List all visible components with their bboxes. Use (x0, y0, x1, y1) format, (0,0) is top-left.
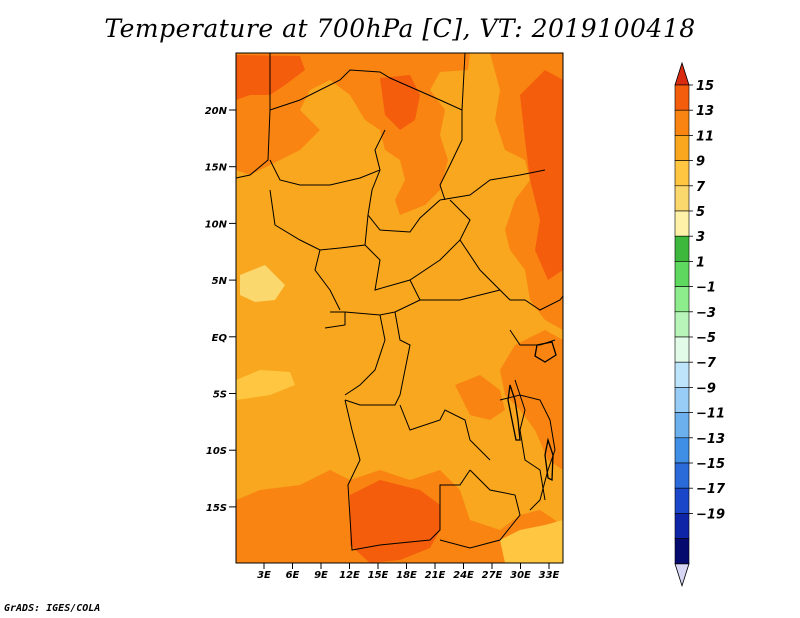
colorbar-label: −5 (696, 331, 716, 346)
lat-label: 20N (205, 106, 228, 117)
colorbar-label: −15 (696, 457, 725, 472)
colorbar-bottom-arrow (674, 563, 690, 588)
colorbar-swatch (674, 538, 690, 565)
colorbar-label: 15 (696, 79, 714, 94)
colorbar-swatch (674, 135, 690, 161)
colorbar-swatch (674, 286, 690, 313)
contour-11-13-center (455, 375, 505, 420)
lake-malawi (544, 437, 554, 482)
lat-label: EQ (212, 333, 228, 344)
colorbar-label: −9 (696, 381, 716, 396)
colorbar-label: −13 (696, 432, 725, 447)
lon-label: 24E (453, 570, 474, 581)
colorbar-label: −19 (696, 507, 725, 522)
lake-tanganyika (507, 384, 521, 441)
lat-label: 15S (206, 503, 227, 514)
colorbar-label: 1 (696, 255, 705, 270)
country-borders (235, 52, 564, 551)
lake-victoria (534, 341, 557, 363)
lon-label: 3E (257, 570, 271, 581)
lat-label: 10S (206, 446, 227, 457)
lon-label: 15E (368, 570, 389, 581)
colorbar-label: −7 (696, 356, 717, 371)
colorbar-swatch (674, 261, 690, 287)
grads-credit: GrADS: IGES/COLA (4, 603, 101, 614)
colorbar-swatch (674, 210, 690, 237)
colorbar-swatch (674, 185, 690, 212)
map-panel: 20N 15N 10N 5N EQ 5S 10S 15S 3E 6E 9E 12E 15E 18E 21E… (205, 52, 564, 581)
colorbar-label: 3 (696, 230, 705, 245)
lat-label: 10N (205, 219, 228, 230)
colorbar-swatch (674, 437, 690, 464)
lon-label: 30E (510, 570, 531, 581)
colorbar-label: 9 (696, 155, 705, 170)
colorbar-label: 11 (696, 129, 714, 144)
contour-13-15-sahara (380, 75, 420, 130)
contour-7-9-ocean (236, 370, 295, 400)
colorbar-swatch (674, 487, 690, 514)
colorbar-swatch (674, 160, 690, 187)
colorbar-label: −1 (696, 281, 716, 296)
lon-label: 9E (314, 570, 328, 581)
lat-label: 5N (212, 276, 228, 287)
lon-axis: 3E 6E 9E 12E 15E 18E 21E 24E 27E 30E 33E (257, 563, 560, 581)
lon-label: 27E (482, 570, 503, 581)
lon-label: 12E (339, 570, 360, 581)
colorbar-label: 7 (696, 180, 706, 195)
colorbar-swatch (674, 412, 690, 439)
contour-11-13-east-lower (500, 330, 563, 470)
colorbar-swatch (674, 387, 690, 413)
contour-7-9-coast (240, 265, 285, 302)
lat-label: 5S (213, 390, 227, 401)
colorbar-label: −11 (696, 407, 725, 422)
colorbar-swatch (674, 462, 690, 489)
lat-label: 15N (205, 163, 228, 174)
contour-7-9-southeast (500, 520, 563, 563)
colorbar-swatch (674, 109, 690, 136)
contour-13-15-east (520, 70, 563, 280)
colorbar-label: −3 (696, 306, 716, 321)
contour-13-15-angola (350, 480, 440, 563)
map-frame (235, 52, 564, 564)
colorbar-top-arrow (674, 61, 690, 86)
colorbar-label: −17 (696, 482, 726, 497)
colorbar-swatch (674, 513, 690, 539)
colorbar-swatch (674, 361, 690, 388)
colorbar-label: 13 (696, 104, 714, 119)
colorbar-swatch (674, 84, 690, 111)
colorbar: 15 13 11 9 7 5 3 1 −1 −3 −5 −7 −9 −11 −13 −15 −17 −19 (674, 61, 726, 588)
lat-axis: 20N 15N 10N 5N EQ 5S 10S 15S (205, 106, 236, 514)
lon-label: 6E (286, 570, 300, 581)
lon-label: 33E (539, 570, 560, 581)
lon-label: 21E (425, 570, 446, 581)
map-title: Temperature at 700hPa [C], VT: 201910041… (104, 14, 696, 43)
colorbar-swatch (674, 336, 690, 363)
colorbar-label: 5 (696, 205, 705, 220)
colorbar-swatch (674, 235, 690, 262)
lon-label: 18E (396, 570, 417, 581)
colorbar-swatch (674, 311, 690, 338)
